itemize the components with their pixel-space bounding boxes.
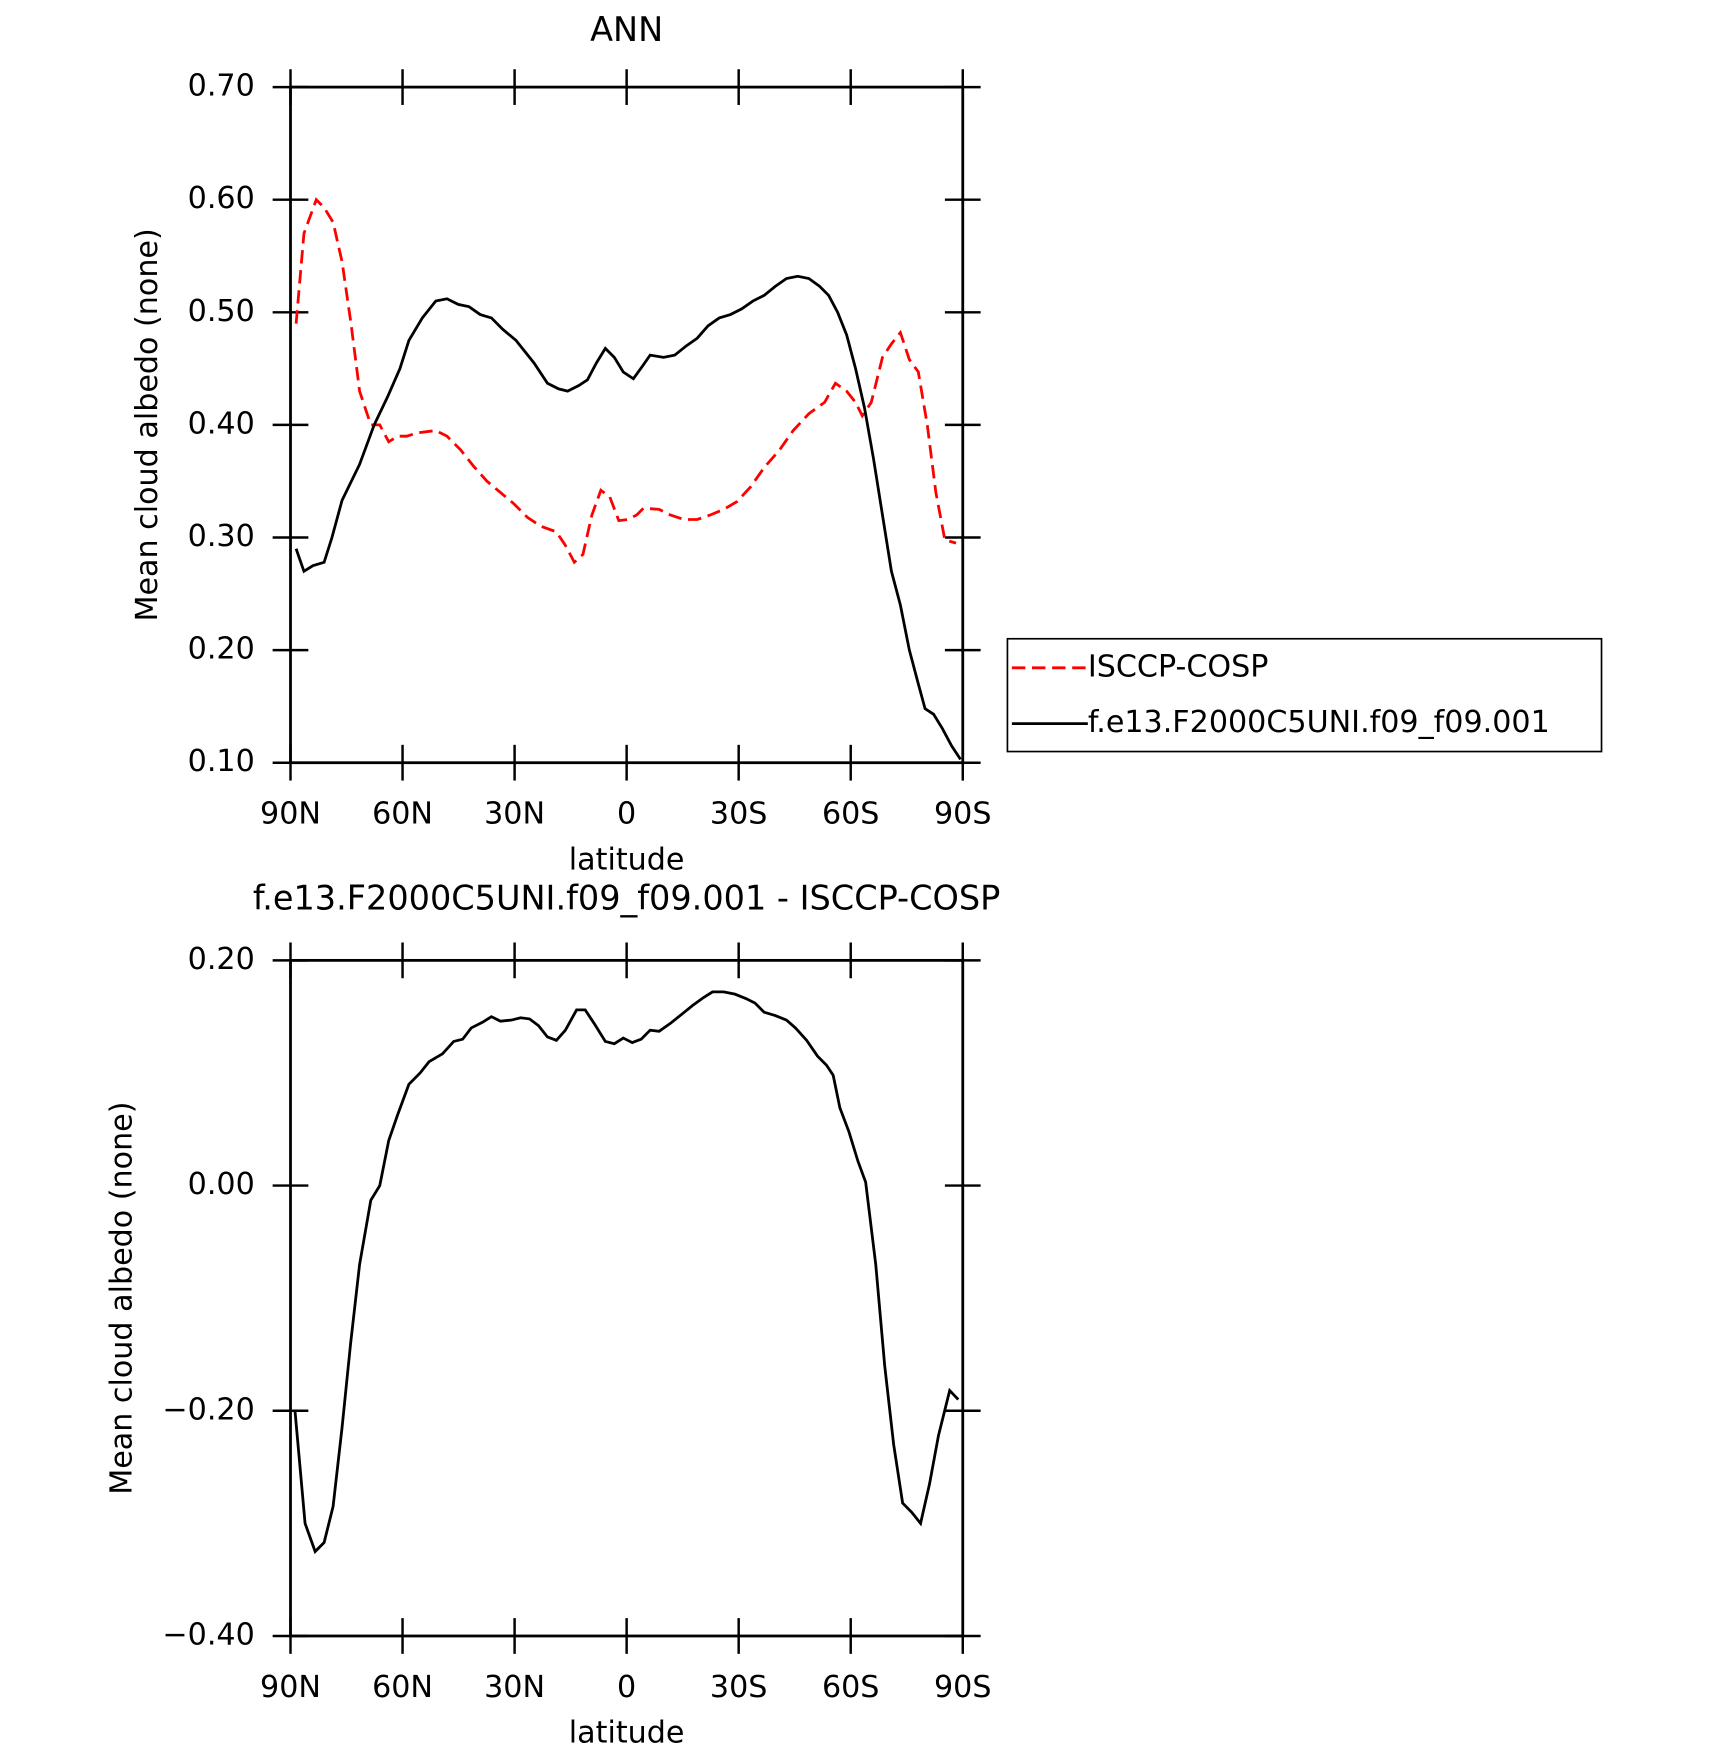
- y-axis-label: Mean cloud albedo (none): [130, 228, 165, 621]
- x-tick-label: 0: [617, 797, 636, 832]
- y-tick-label: 0.20: [188, 942, 255, 977]
- x-tick-label: 60S: [822, 797, 880, 832]
- x-tick-label: 90N: [260, 797, 321, 832]
- legend-label: f.e13.F2000C5UNI.f09_f09.001: [1088, 705, 1550, 740]
- y-tick-label: −0.20: [162, 1392, 254, 1427]
- x-tick-label: 60N: [372, 797, 433, 832]
- x-tick-label: 30N: [484, 797, 545, 832]
- x-tick-label: 60S: [822, 1670, 880, 1705]
- x-axis-label: latitude: [569, 842, 685, 877]
- legend-label: ISCCP-COSP: [1088, 649, 1269, 684]
- x-tick-label: 60N: [372, 1670, 433, 1705]
- x-axis-label: latitude: [569, 1716, 685, 1751]
- chart: f.e13.F2000C5UNI.f09_f09.001 - ISCCP-COS…: [104, 879, 1000, 1751]
- x-tick-label: 0: [617, 1670, 636, 1705]
- y-tick-label: 0.50: [188, 294, 255, 329]
- y-tick-label: −0.40: [162, 1617, 254, 1652]
- x-tick-label: 30S: [710, 1670, 768, 1705]
- data-line: [294, 274, 962, 761]
- legend-box: [1006, 637, 1603, 753]
- plot-frame: [289, 958, 965, 1638]
- y-tick-label: 0.30: [188, 519, 255, 554]
- data-line: [294, 197, 957, 565]
- plot-frame: [289, 85, 965, 765]
- y-tick-label: 0.70: [188, 69, 255, 104]
- data-line: [293, 990, 960, 1555]
- x-tick-label: 30S: [710, 797, 768, 832]
- y-tick-label: 0.60: [188, 181, 255, 216]
- y-tick-label: 0.20: [188, 632, 255, 667]
- y-tick-label: 0.40: [188, 406, 255, 441]
- x-tick-label: 90N: [260, 1670, 321, 1705]
- x-tick-label: 90S: [934, 1670, 992, 1705]
- x-tick-label: 30N: [484, 1670, 545, 1705]
- y-axis-label: Mean cloud albedo (none): [104, 1102, 139, 1495]
- chart-title: f.e13.F2000C5UNI.f09_f09.001 - ISCCP-COS…: [253, 879, 1001, 918]
- chart: ANN 0.10 0.20 0.30 0.40 0.50 0.60 0.70 90N 60N 30N…: [130, 10, 1603, 877]
- chart-title: ANN: [590, 10, 663, 49]
- x-tick-label: 90S: [934, 797, 992, 832]
- y-tick-label: 0.10: [188, 744, 255, 779]
- y-tick-label: 0.00: [188, 1167, 255, 1202]
